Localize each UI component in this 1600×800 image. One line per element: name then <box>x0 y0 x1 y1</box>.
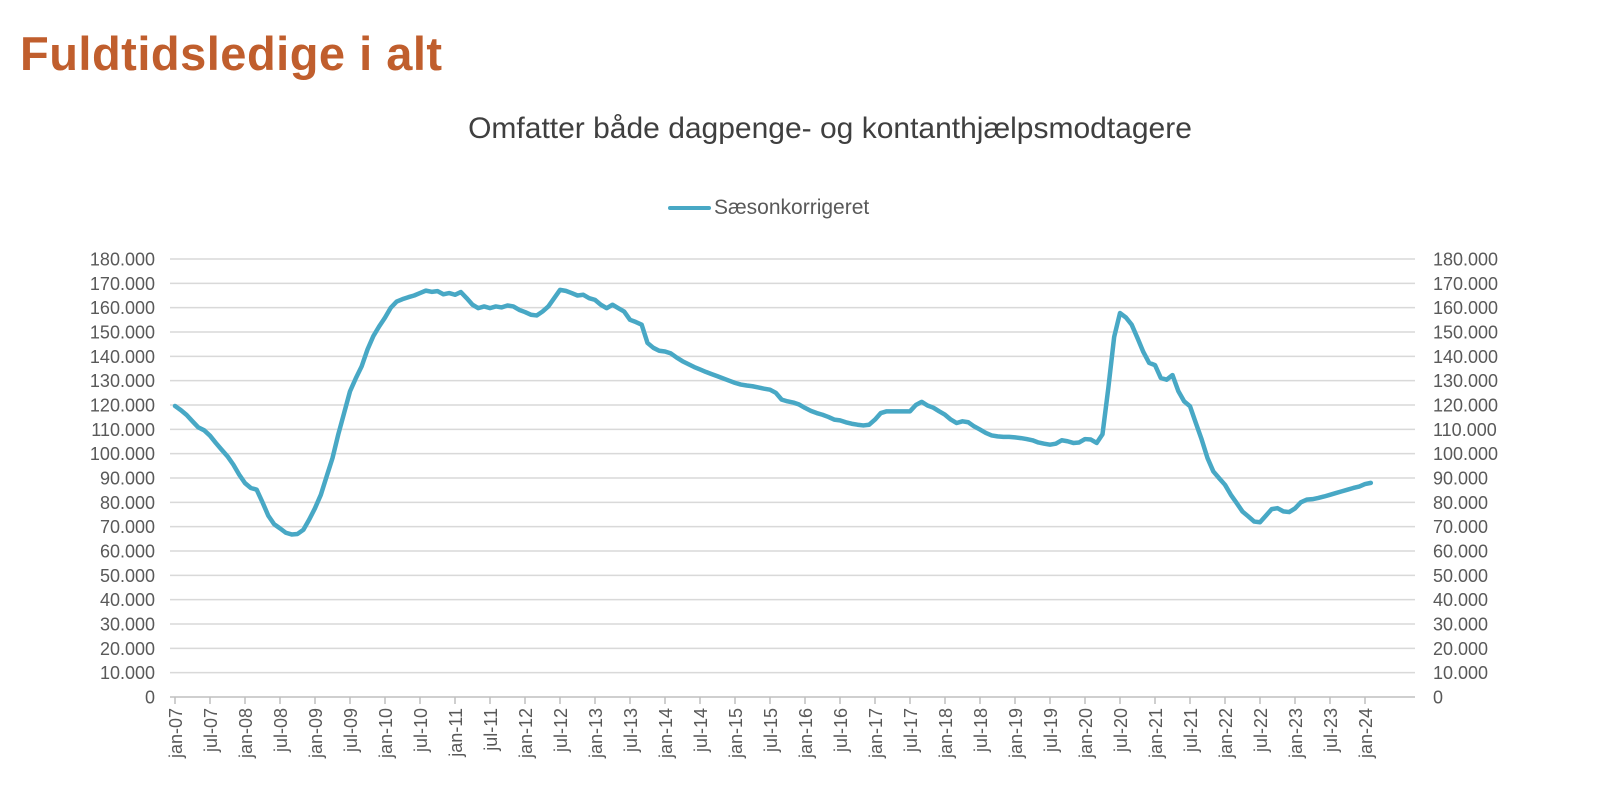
x-axis-tick-label: jul-16 <box>831 708 851 753</box>
y-axis-tick-label-left: 0 <box>145 688 155 708</box>
page-title: Fuldtidsledige i alt <box>20 27 443 80</box>
x-axis-tick-label: jan-09 <box>306 708 326 759</box>
x-axis-tick-label: jul-15 <box>761 708 781 753</box>
y-axis-tick-label-right: 120.000 <box>1433 396 1498 416</box>
y-axis-tick-label-right: 90.000 <box>1433 469 1488 489</box>
y-axis-tick-label-right: 70.000 <box>1433 517 1488 537</box>
y-axis-tick-label-right: 180.000 <box>1433 250 1498 270</box>
y-axis-tick-label-right: 80.000 <box>1433 493 1488 513</box>
x-axis-tick-label: jan-23 <box>1286 708 1306 759</box>
y-axis-tick-label-left: 140.000 <box>90 347 155 367</box>
x-axis-tick-label: jan-18 <box>936 708 956 759</box>
x-axis-tick-label: jan-19 <box>1006 708 1026 759</box>
x-axis-tick-label: jul-13 <box>621 708 641 753</box>
y-axis-tick-label-left: 150.000 <box>90 323 155 343</box>
y-axis-tick-label-left: 120.000 <box>90 396 155 416</box>
y-axis-tick-label-left: 80.000 <box>100 493 155 513</box>
y-axis-tick-label-left: 60.000 <box>100 542 155 562</box>
y-axis-tick-label-left: 30.000 <box>100 615 155 635</box>
y-axis-tick-label-right: 10.000 <box>1433 663 1488 683</box>
x-axis-tick-label: jul-23 <box>1321 708 1341 753</box>
legend: Sæsonkorrigeret <box>668 196 869 220</box>
y-axis-tick-label-right: 170.000 <box>1433 274 1498 294</box>
x-axis-tick-label: jul-10 <box>411 708 431 753</box>
y-axis-tick-label-right: 140.000 <box>1433 347 1498 367</box>
x-axis-tick-label: jul-09 <box>341 708 361 753</box>
x-axis-tick-label: jul-20 <box>1111 708 1131 753</box>
y-axis-tick-label-right: 110.000 <box>1433 420 1497 440</box>
series-line-sæsonkorrigeret <box>172 287 1374 537</box>
y-axis-tick-label-left: 50.000 <box>100 566 155 586</box>
x-axis-tick-label: jan-21 <box>1146 708 1166 759</box>
y-axis-tick-label-right: 150.000 <box>1433 323 1498 343</box>
x-axis-tick-label: jan-10 <box>376 708 396 759</box>
x-axis-tick-label: jul-18 <box>971 708 991 753</box>
y-axis-tick-label-left: 130.000 <box>90 371 155 391</box>
x-axis-tick-label: jul-22 <box>1251 708 1271 753</box>
x-axis-tick-label: jan-20 <box>1076 708 1096 759</box>
x-axis-tick-label: jan-12 <box>516 708 536 759</box>
x-axis-tick-label: jan-07 <box>166 708 186 759</box>
x-axis-tick-label: jul-07 <box>201 708 221 753</box>
y-axis-tick-label-right: 160.000 <box>1433 298 1498 318</box>
x-axis-tick-label: jan-14 <box>656 708 676 759</box>
y-axis-tick-label-left: 170.000 <box>90 274 155 294</box>
y-axis-tick-label-left: 20.000 <box>100 639 155 659</box>
y-axis-tick-label-left: 40.000 <box>100 590 155 610</box>
y-axis-tick-label-left: 10.000 <box>100 663 155 683</box>
y-axis-tick-label-left: 110.000 <box>91 420 155 440</box>
y-axis-tick-label-right: 0 <box>1433 688 1443 708</box>
x-axis-tick-label: jan-16 <box>796 708 816 759</box>
y-axis-tick-label-right: 60.000 <box>1433 542 1488 562</box>
y-axis-tick-label-right: 100.000 <box>1433 444 1498 464</box>
x-axis-tick-label: jan-11 <box>446 708 466 758</box>
x-axis-tick-label: jul-11 <box>481 708 501 752</box>
y-axis-tick-label-left: 180.000 <box>90 250 155 270</box>
y-axis-tick-label-left: 70.000 <box>100 517 155 537</box>
y-axis-tick-label-right: 50.000 <box>1433 566 1488 586</box>
y-axis-tick-label-left: 160.000 <box>90 298 155 318</box>
x-axis-tick-label: jan-22 <box>1216 708 1236 759</box>
x-axis-tick-label: jan-08 <box>236 708 256 759</box>
x-axis-tick-label: jul-17 <box>901 708 921 753</box>
y-axis-tick-label-right: 130.000 <box>1433 371 1498 391</box>
legend-label: Sæsonkorrigeret <box>714 196 870 219</box>
x-axis-tick-label: jul-12 <box>551 708 571 753</box>
chart-title: Omfatter både dagpenge- og kontanthjælps… <box>468 112 1192 145</box>
y-axis-tick-label-left: 100.000 <box>90 444 155 464</box>
x-axis-tick-label: jan-13 <box>586 708 606 759</box>
y-axis-tick-label-right: 20.000 <box>1433 639 1488 659</box>
y-axis-tick-label-right: 30.000 <box>1433 615 1488 635</box>
x-axis-tick-label: jan-15 <box>726 708 746 759</box>
x-axis-tick-label: jul-14 <box>691 708 711 753</box>
y-axis-tick-label-left: 90.000 <box>100 469 155 489</box>
x-axis-tick-label: jan-24 <box>1356 708 1376 759</box>
x-axis-tick-label: jan-17 <box>866 708 886 759</box>
y-axis-tick-label-right: 40.000 <box>1433 590 1488 610</box>
x-axis-tick-label: jul-19 <box>1041 708 1061 753</box>
x-axis-tick-label: jul-21 <box>1181 708 1201 753</box>
x-axis-tick-label: jul-08 <box>271 708 291 753</box>
legend-line-swatch <box>668 205 711 211</box>
